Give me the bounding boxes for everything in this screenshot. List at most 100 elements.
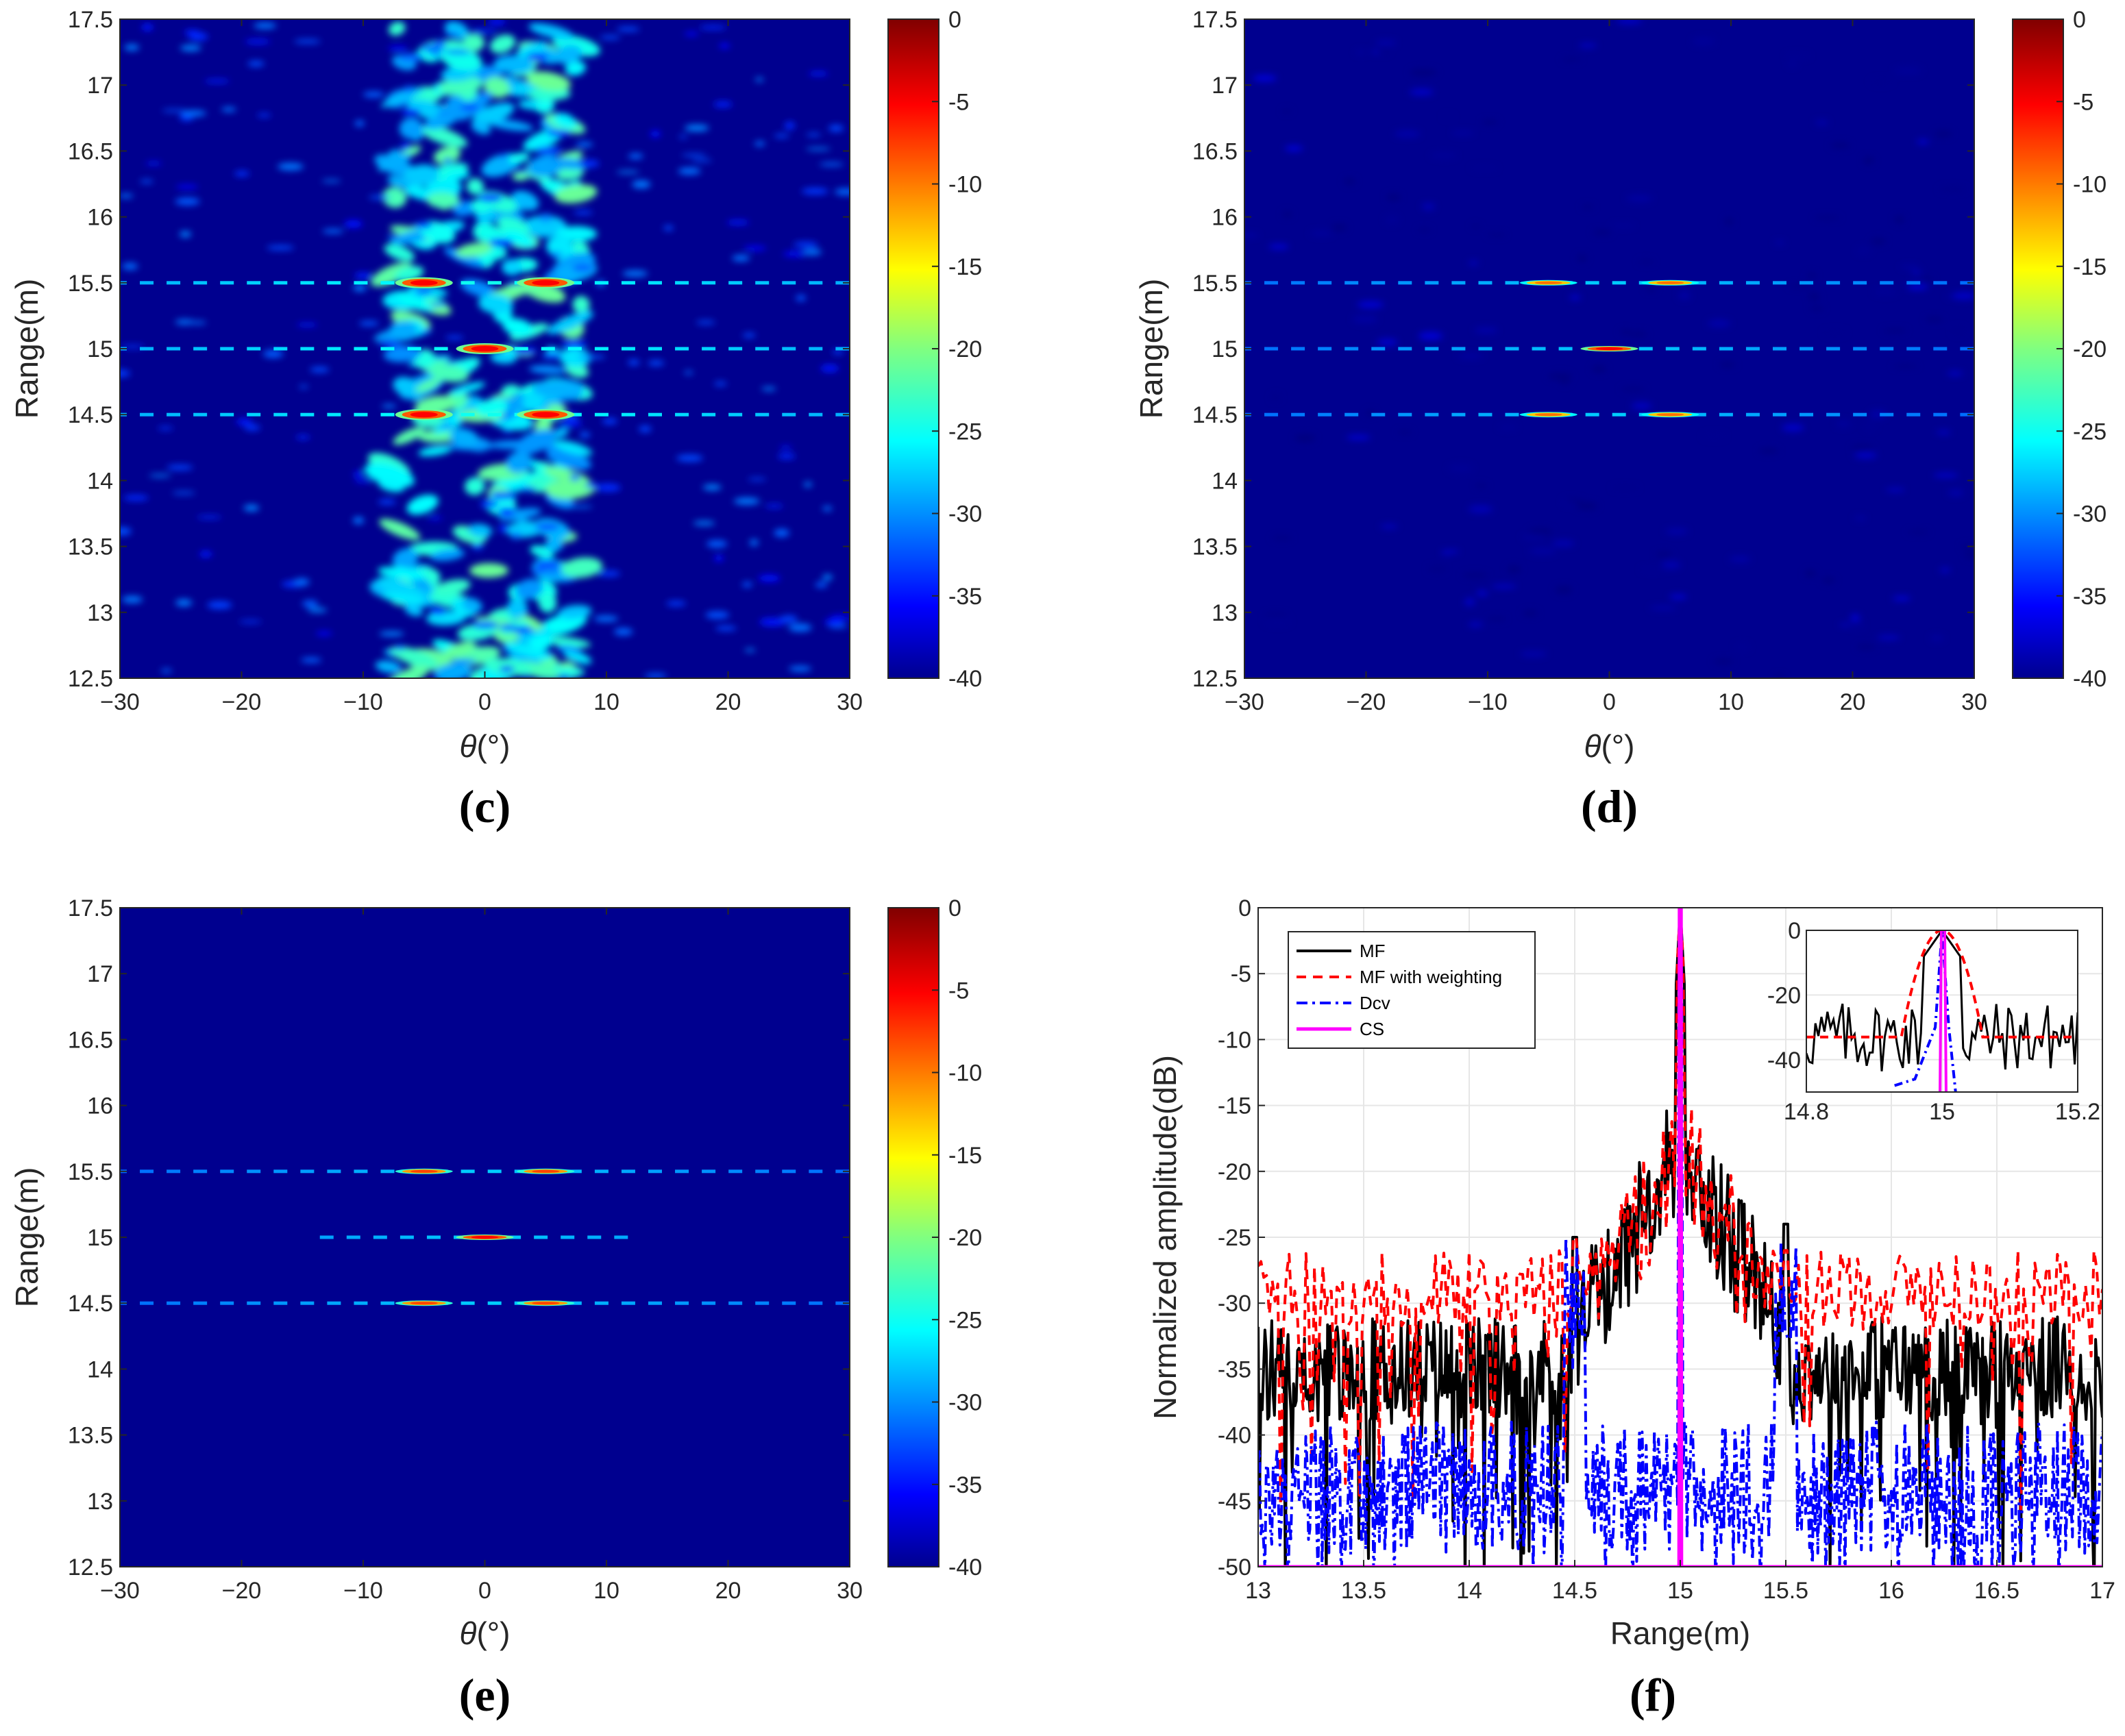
sidelobe-dash [1880,347,1894,351]
sidelobe-dash [1398,281,1412,285]
sidelobe-dash [247,1169,261,1174]
y-tick-label: 14 [1212,468,1238,494]
colorbar-tick-label: -40 [948,666,982,692]
texture-blob [1482,119,1499,125]
texture-blob [780,615,798,623]
texture-blob [593,615,619,622]
texture-blob [302,600,319,608]
y-axis-label: Range(m) [9,279,45,419]
texture-blob [399,117,423,139]
texture-blob [452,201,478,216]
texture-blob [1870,238,1887,245]
target-peak [532,1302,560,1305]
texture-blob [404,605,423,617]
texture-blob [1882,329,1907,333]
sidelobe-dash [220,281,234,285]
texture-blob [1446,549,1459,554]
texture-blob [515,429,556,455]
colorbar-tick-label: 0 [948,895,961,921]
texture-blob [561,340,587,348]
texture-blob [430,607,447,615]
texture-blob [455,243,493,258]
y-tick-label: 13.5 [68,534,113,560]
sidelobe-dash [755,1301,770,1305]
y-tick-label: -5 [1231,961,1251,987]
sidelobe-dash [1532,347,1546,351]
texture-blob [321,179,341,183]
sidelobe-dash [167,1301,181,1305]
sidelobe-dash [140,1301,154,1305]
texture-blob [1378,46,1390,55]
x-tick-label: 0 [1603,689,1616,715]
texture-blob [460,105,479,110]
texture-blob [490,491,506,495]
texture-blob [521,215,567,238]
texture-blob [199,551,212,558]
texture-blob [243,504,260,512]
texture-blob [426,177,462,197]
colorbar [2012,18,2064,679]
texture-blob [353,471,364,478]
sidelobe-dash [1800,412,1814,417]
texture-blob [378,567,426,580]
texture-blob [1244,234,1260,237]
texture-blob [1377,338,1398,346]
texture-blob [539,213,553,222]
texture-blob [515,169,538,173]
texture-blob [124,44,140,51]
texture-blob [744,648,756,652]
texture-blob [465,477,485,495]
sidelobe-dash [1505,347,1519,351]
texture-blob [1678,291,1691,299]
y-tick-label: 17.5 [68,895,113,921]
texture-blob [389,21,406,36]
sidelobe-dash [675,412,689,417]
x-tick-label: 13 [1245,1578,1271,1604]
texture-blob [238,620,262,623]
sidelobe-dash [1425,412,1439,417]
texture-blob [585,482,598,488]
texture-blob [175,599,193,607]
texture-blob [820,364,839,373]
texture-blob [430,549,465,561]
texture-blob [824,619,845,625]
sidelobe-dash [460,412,475,417]
texture-blob [1809,306,1824,311]
texture-blob [382,404,397,408]
colorbar-tick-label: -15 [2073,254,2106,280]
sidelobe-dash [1853,281,1867,285]
texture-blob [793,241,818,248]
texture-blob [427,516,443,520]
y-tick-label: 17.5 [1192,7,1238,33]
texture-blob [1804,569,1817,578]
series-mf [1258,908,2102,1567]
texture-blob [832,349,844,355]
sidelobe-dash [1451,281,1466,285]
x-axis-label: Range(m) [1610,1615,1751,1651]
texture-blob [375,660,402,673]
texture-blob [498,507,515,516]
texture-blob [1464,598,1475,606]
sidelobe-dash [567,1169,582,1174]
texture-blob [1616,19,1643,25]
target-peak [1534,413,1562,417]
sidelobe-dash [487,1301,502,1305]
sidelobe-dash [567,1301,582,1305]
target-peak [1534,281,1562,284]
target-peak [1656,281,1684,284]
sidelobe-dash [621,1169,635,1174]
texture-blob [1930,635,1944,641]
sidelobe-dash [755,281,770,285]
texture-blob [502,318,533,336]
texture-blob [639,425,652,432]
sidelobe-dash [1344,347,1359,351]
colorbar-tick-label: -20 [2073,336,2106,362]
sidelobe-dash [1773,412,1786,417]
sidelobe-dash [1745,281,1760,285]
y-tick-label: 15.5 [68,1159,113,1185]
texture-blob [1375,40,1397,45]
sidelobe-dash [782,347,796,351]
texture-blob [1656,551,1673,557]
texture-blob [1528,528,1553,536]
texture-blob [1397,430,1413,434]
